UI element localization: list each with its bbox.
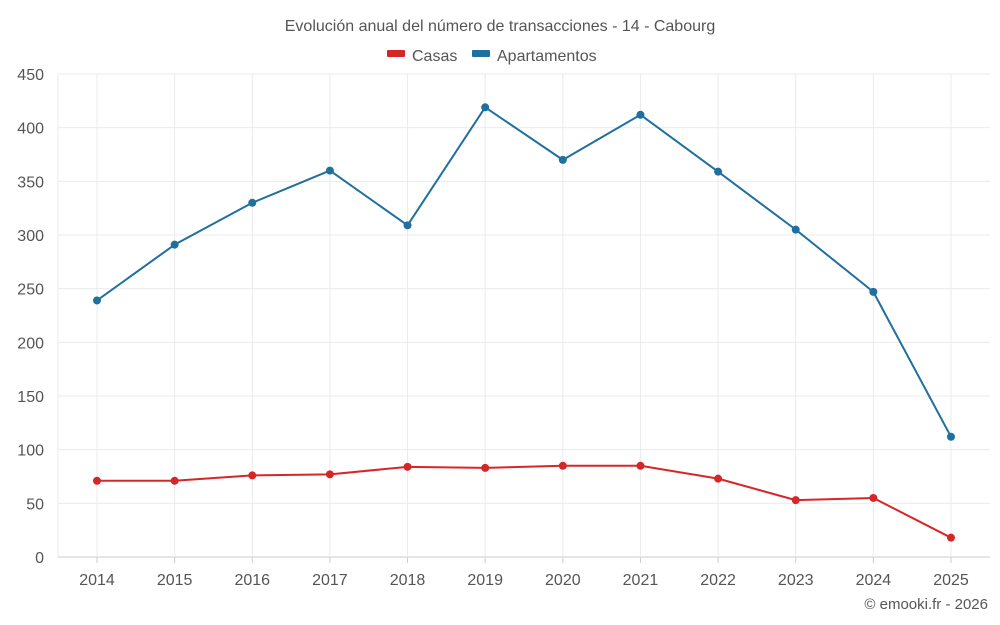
y-tick-label: 0 bbox=[35, 550, 44, 567]
y-tick-label: 300 bbox=[17, 228, 44, 245]
x-tick-label: 2017 bbox=[312, 572, 348, 589]
x-tick-label: 2016 bbox=[234, 572, 270, 589]
x-tick-label: 2014 bbox=[79, 572, 115, 589]
series-apartamentos bbox=[93, 103, 955, 441]
x-tick-label: 2021 bbox=[623, 572, 659, 589]
legend-swatch-casas bbox=[387, 50, 405, 57]
data-point-casas[interactable] bbox=[248, 471, 257, 480]
credit-text: © emooki.fr - 2026 bbox=[864, 596, 988, 613]
data-point-casas[interactable] bbox=[170, 476, 179, 485]
y-tick-label: 200 bbox=[17, 335, 44, 352]
chart-title: Evolución anual del número de transaccio… bbox=[285, 18, 715, 35]
data-point-apartamentos[interactable] bbox=[947, 432, 955, 441]
legend-label-apartamentos: Apartamentos bbox=[497, 48, 597, 65]
x-tick-label: 2020 bbox=[545, 572, 581, 589]
data-point-casas[interactable] bbox=[325, 470, 334, 479]
data-point-casas[interactable] bbox=[558, 461, 567, 470]
x-tick-label: 2022 bbox=[700, 572, 736, 589]
data-point-apartamentos[interactable] bbox=[170, 240, 179, 249]
y-tick-label: 400 bbox=[17, 121, 44, 138]
x-tick-label: 2015 bbox=[157, 572, 193, 589]
data-point-apartamentos[interactable] bbox=[869, 287, 878, 296]
legend-item-casas[interactable]: Casas bbox=[387, 48, 457, 65]
y-tick-label: 100 bbox=[17, 443, 44, 460]
series-casas bbox=[93, 461, 955, 542]
x-tick-label: 2018 bbox=[390, 572, 426, 589]
data-point-casas[interactable] bbox=[481, 463, 490, 472]
data-point-apartamentos[interactable] bbox=[558, 155, 567, 164]
data-point-casas[interactable] bbox=[403, 462, 412, 471]
legend-label-casas: Casas bbox=[412, 48, 457, 65]
x-tick-label: 2019 bbox=[467, 572, 503, 589]
x-tick-label: 2023 bbox=[778, 572, 814, 589]
series-line-casas bbox=[97, 464, 952, 539]
data-point-apartamentos[interactable] bbox=[325, 166, 334, 175]
legend-swatch-apartamentos bbox=[472, 50, 490, 57]
data-point-apartamentos[interactable] bbox=[481, 103, 490, 112]
y-tick-label: 150 bbox=[17, 389, 44, 406]
legend: Casas Apartamentos bbox=[387, 48, 597, 65]
data-point-casas[interactable] bbox=[869, 493, 878, 502]
data-point-casas[interactable] bbox=[947, 533, 955, 542]
data-point-apartamentos[interactable] bbox=[791, 225, 800, 234]
data-point-apartamentos[interactable] bbox=[248, 198, 257, 207]
data-point-casas[interactable] bbox=[93, 476, 101, 485]
data-point-apartamentos[interactable] bbox=[93, 296, 101, 305]
x-tick-label: 2025 bbox=[933, 572, 969, 589]
series-line-apartamentos bbox=[96, 106, 952, 438]
data-point-apartamentos[interactable] bbox=[636, 110, 645, 119]
data-point-apartamentos[interactable] bbox=[714, 167, 723, 176]
data-point-casas[interactable] bbox=[636, 461, 645, 470]
data-point-casas[interactable] bbox=[791, 496, 800, 505]
y-tick-label: 450 bbox=[17, 67, 44, 84]
series-layer bbox=[93, 103, 955, 542]
x-axis: 2014 2015 2016 2017 2018 2019 2020 2021 2022 2023… bbox=[79, 557, 969, 589]
data-point-casas[interactable] bbox=[714, 474, 723, 483]
grid-lines bbox=[57, 73, 990, 558]
y-tick-label: 350 bbox=[17, 174, 44, 191]
y-axis: 0 50 100 150 200 250 300 350 400 450 bbox=[17, 67, 44, 567]
x-tick-label: 2024 bbox=[856, 572, 892, 589]
y-tick-label: 250 bbox=[17, 282, 44, 299]
y-tick-label: 50 bbox=[26, 496, 44, 513]
data-point-apartamentos[interactable] bbox=[403, 221, 412, 230]
legend-item-apartamentos[interactable]: Apartamentos bbox=[472, 48, 597, 65]
